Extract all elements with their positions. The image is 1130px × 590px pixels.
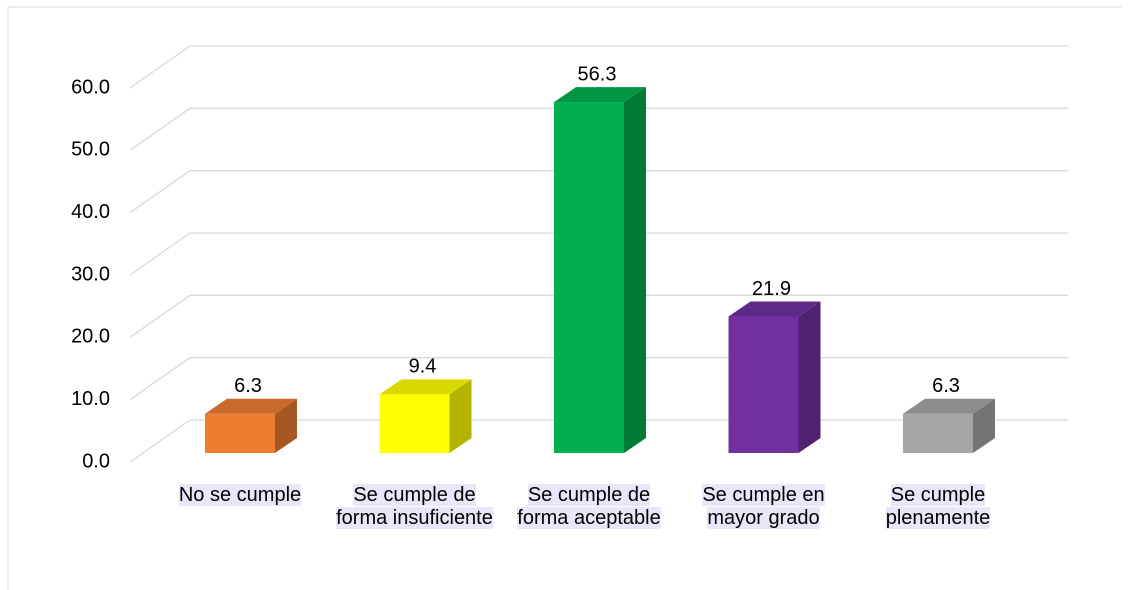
value-label: 9.4 [409, 356, 437, 378]
grid-line [129, 107, 1068, 151]
y-tick-label: 60.0 [71, 76, 110, 98]
bar [903, 413, 973, 453]
x-tick-text: No se cumple [178, 484, 302, 506]
frame [7, 6, 1122, 590]
bar-top [554, 87, 646, 103]
bar [205, 413, 275, 453]
y-tick-label: 0.0 [82, 450, 110, 472]
y-tick-label: 40.0 [71, 201, 110, 223]
bar-top [903, 398, 995, 414]
bar [554, 102, 624, 454]
x-tick-text: Se cumple de forma aceptable [517, 484, 661, 529]
x-tick-label: Se cumple de forma insuficiente [327, 484, 503, 530]
x-tick-text: Se cumple en mayor grado [702, 484, 825, 529]
bar-side [275, 398, 297, 453]
x-tick-text: Se cumple plenamente [885, 484, 991, 529]
x-tick-text: Se cumple de forma insuficiente [336, 484, 493, 529]
value-label: 6.3 [932, 375, 960, 397]
x-tick-label: No se cumple [152, 484, 328, 507]
bar-side [798, 301, 821, 453]
x-tick-label: Se cumple plenamente [850, 484, 1026, 530]
grid-line [129, 45, 1068, 89]
y-tick-label: 20.0 [71, 326, 110, 348]
grid-line [129, 170, 1068, 214]
bar-top [379, 379, 472, 395]
value-label: 21.9 [752, 278, 791, 300]
grid-line [129, 232, 1068, 276]
x-tick-label: Se cumple de forma aceptable [501, 484, 677, 530]
value-label: 6.3 [234, 375, 262, 397]
y-tick-label: 10.0 [71, 388, 110, 410]
bar-top [205, 398, 297, 414]
bar [728, 316, 799, 453]
grid-line [129, 294, 1068, 338]
bar-side [449, 379, 472, 453]
y-tick-label: 30.0 [71, 263, 110, 285]
x-tick-label: Se cumple en mayor grado [676, 484, 852, 530]
bar-side [973, 398, 995, 453]
value-label: 56.3 [578, 63, 617, 85]
y-tick-label: 50.0 [71, 139, 110, 161]
bar-top [728, 301, 821, 317]
bar-side [624, 87, 646, 454]
bar [379, 394, 450, 453]
